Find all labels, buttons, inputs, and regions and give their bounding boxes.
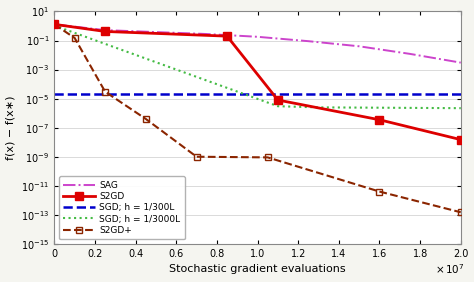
Line: SGD; h = 1/3000L: SGD; h = 1/3000L	[55, 24, 461, 108]
S2GD+	[143, 117, 149, 121]
S2GD+	[194, 155, 200, 158]
Legend: SAG, S2GD, SGD; h = 1/300L, SGD; h = 1/3000L, S2GD+: SAG, S2GD, SGD; h = 1/300L, SGD; h = 1/3…	[59, 176, 185, 239]
SAG	[204, 32, 210, 36]
S2GD+	[265, 156, 271, 159]
S2GD	[458, 138, 464, 141]
S2GD+	[377, 190, 383, 193]
SAG	[153, 30, 159, 34]
S2GD+	[72, 36, 77, 40]
SAG	[102, 28, 108, 32]
S2GD+	[52, 23, 57, 26]
SAG	[458, 61, 464, 64]
S2GD+	[458, 211, 464, 214]
SAG	[52, 23, 57, 26]
SAG	[306, 39, 311, 43]
S2GD	[377, 118, 383, 122]
S2GD	[52, 23, 57, 26]
Line: S2GD+: S2GD+	[51, 21, 464, 216]
S2GD	[275, 98, 281, 102]
SGD; h = 1/3000L	[62, 28, 67, 31]
Line: SAG: SAG	[55, 24, 461, 63]
Y-axis label: f(x) − f(x∗): f(x) − f(x∗)	[6, 95, 16, 160]
Line: S2GD: S2GD	[50, 20, 465, 144]
SGD; h = 1/3000L	[458, 107, 464, 110]
SAG	[255, 35, 260, 39]
SGD; h = 1/3000L	[275, 105, 281, 108]
SAG	[356, 45, 362, 48]
S2GD	[224, 34, 230, 38]
SGD; h = 1/3000L	[52, 23, 57, 26]
S2GD+	[102, 90, 108, 93]
SAG	[407, 52, 413, 56]
Text: $\times\,10^7$: $\times\,10^7$	[435, 263, 465, 276]
S2GD	[102, 30, 108, 33]
SGD; h = 1/3000L	[316, 106, 321, 109]
X-axis label: Stochastic gradient evaluations: Stochastic gradient evaluations	[169, 264, 346, 274]
